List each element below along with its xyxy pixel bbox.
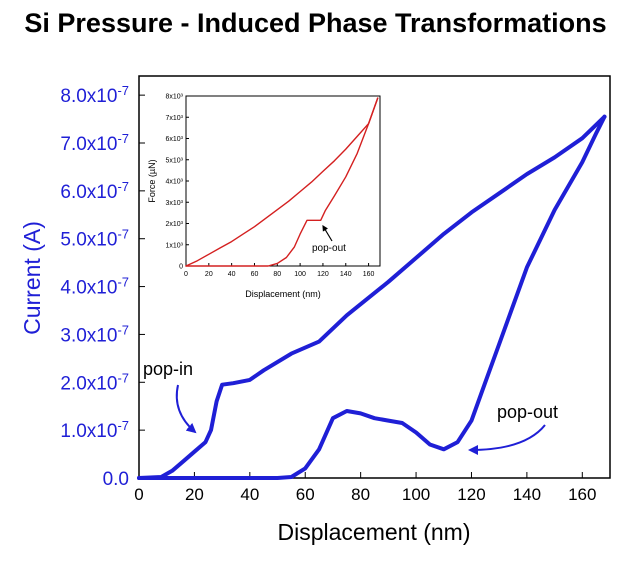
inset-y-tick-label: 6x10³ xyxy=(165,136,183,143)
main-x-axis-title: Displacement (nm) xyxy=(278,519,471,545)
inset-x-tick-label: 100 xyxy=(294,271,306,278)
inset-annotation-arrow xyxy=(322,224,333,242)
inset-x-tick-label: 20 xyxy=(205,271,213,278)
main-y-tick-label: 8.0x10-7 xyxy=(60,83,129,107)
main-series-line-loading xyxy=(137,114,607,480)
annotation-pop-out-arrow xyxy=(468,424,546,455)
main-y-tick-label: 1.0x10-7 xyxy=(60,418,129,442)
main-y-tick-label: 6.0x10-7 xyxy=(60,179,129,203)
inset-y-tick-label: 4x10³ xyxy=(165,179,183,186)
main-x-tick-label: 40 xyxy=(240,485,259,504)
inset-y-tick-label: 8x10³ xyxy=(165,94,183,101)
chart-title: Si Pressure - Induced Phase Transformati… xyxy=(24,8,607,38)
inset-background xyxy=(173,88,383,283)
main-x-tick-label: 160 xyxy=(568,485,596,504)
main-y-tick-label: 0.0 xyxy=(103,469,129,490)
inset-x-tick-label: 120 xyxy=(317,271,329,278)
inset-series-line-unloading xyxy=(185,97,379,267)
inset-y-tick-label: 3x10³ xyxy=(165,200,183,207)
inset-series xyxy=(185,97,379,267)
main-y-tick-label: 4.0x10-7 xyxy=(60,275,129,299)
inset-y-tick-label: 1x10³ xyxy=(165,242,183,249)
main-plot-frame xyxy=(138,75,611,479)
main-y-tick-label: 2.0x10-7 xyxy=(60,370,129,394)
main-x-tick-label: 60 xyxy=(296,485,315,504)
annotation-pop-in: pop-in xyxy=(143,359,193,379)
inset-y-tick-label: 0 xyxy=(179,264,183,271)
main-series xyxy=(137,114,607,480)
main-y-tick-label: 3.0x10-7 xyxy=(60,322,129,346)
annotation-pop-out: pop-out xyxy=(497,402,558,422)
inset-x-tick-label: 160 xyxy=(363,271,375,278)
inset-series-line-loading xyxy=(185,97,379,267)
inset-ticks: 0 20 40 60 80 100 120 140 160 0 1x10³ 2x10³ 3x10³ 4x1… xyxy=(165,94,374,279)
inset-x-tick-label: 40 xyxy=(228,271,236,278)
inset-x-axis-title: Displacement (nm) xyxy=(245,289,321,299)
inset-y-tick-label: 5x10³ xyxy=(165,157,183,164)
inset-x-tick-label: 140 xyxy=(340,271,352,278)
main-x-tick-label: 120 xyxy=(457,485,485,504)
main-x-tick-label: 140 xyxy=(513,485,541,504)
main-y-axis-title: Current (A) xyxy=(19,221,45,335)
inset-y-tick-label: 7x10³ xyxy=(165,115,183,122)
inset-annotation-pop-out: pop-out xyxy=(312,243,346,254)
inset-y-tick-label: 2x10³ xyxy=(165,221,183,228)
main-x-tick-label: 100 xyxy=(402,485,430,504)
annotation-pop-in-arrow xyxy=(175,384,197,434)
inset-x-tick-label: 0 xyxy=(184,271,188,278)
inset-y-axis-title: Force (µN) xyxy=(147,159,157,202)
main-y-tick-label: 7.0x10-7 xyxy=(60,131,129,155)
inset-x-tick-label: 80 xyxy=(273,271,281,278)
main-y-tick-label: 5.0x10-7 xyxy=(60,227,129,251)
inset-x-tick-label: 60 xyxy=(251,271,259,278)
main-series-line-unloading xyxy=(137,114,607,480)
main-x-tick-label: 0 xyxy=(134,485,143,504)
main-x-tick-label: 80 xyxy=(351,485,370,504)
main-x-tick-label: 20 xyxy=(185,485,204,504)
